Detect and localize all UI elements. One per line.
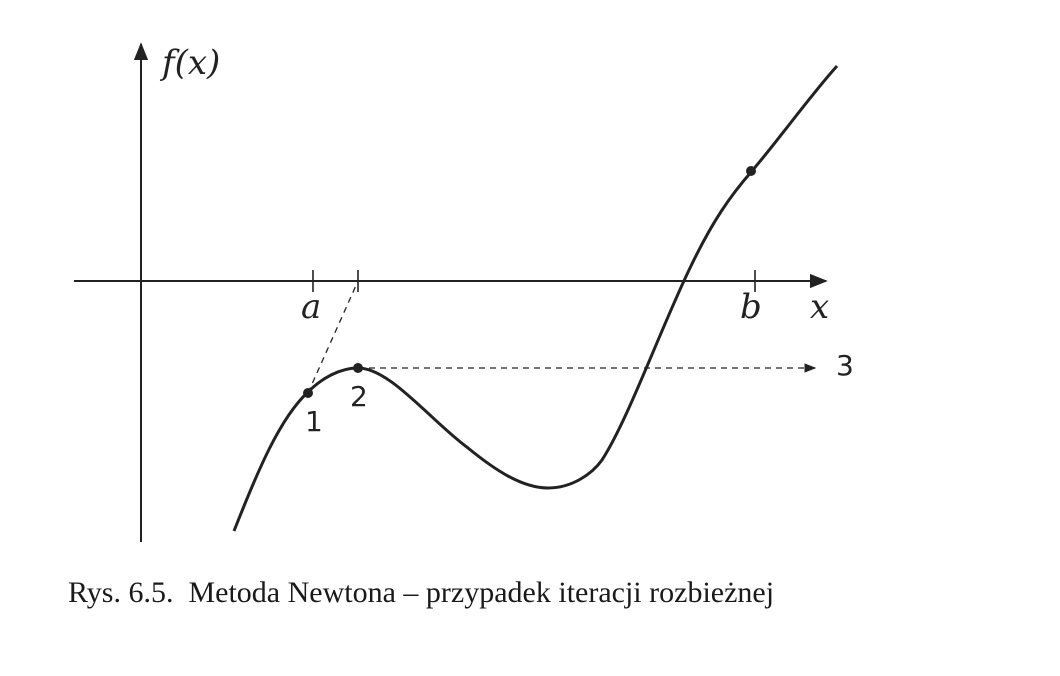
function-curve — [232, 64, 839, 532]
x-axis-label: x — [810, 287, 829, 327]
figure-caption: Rys. 6.5. Metoda Newtona – przypadek ite… — [68, 576, 775, 609]
point-1 — [303, 388, 313, 398]
point-label-1: 1 — [305, 405, 323, 438]
y-axis-label: f(x) — [159, 43, 220, 83]
tick-label-b: b — [740, 287, 762, 327]
tangent-line-1 — [307, 280, 359, 394]
point-2 — [353, 363, 363, 373]
tick-label-a: a — [301, 287, 321, 327]
point-label-3: 3 — [836, 349, 854, 382]
point-b-curve — [746, 166, 756, 176]
point-label-2: 2 — [350, 380, 368, 413]
newton-divergent-figure: f(x) x a b 1 2 3 — [74, 42, 854, 542]
